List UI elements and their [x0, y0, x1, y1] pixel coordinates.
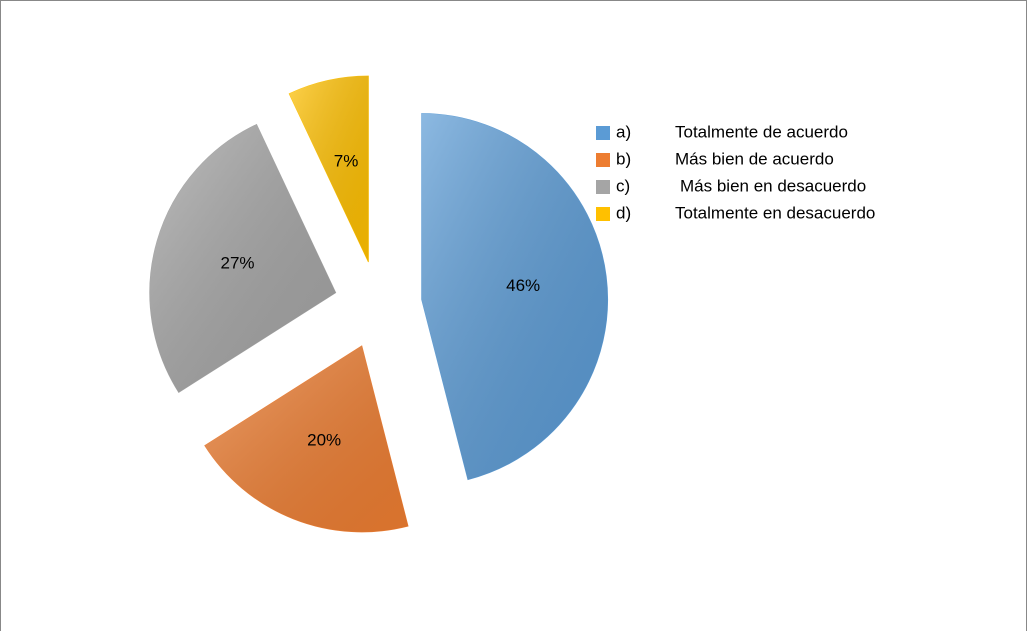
slice-shade	[289, 76, 369, 263]
legend-letter: b)	[616, 149, 631, 168]
legend-swatch	[596, 153, 610, 167]
slice-shade	[204, 345, 409, 532]
legend-swatch	[596, 207, 610, 221]
slice-shade	[149, 124, 336, 393]
value-label: 46%	[506, 276, 540, 295]
value-label: 20%	[307, 431, 341, 450]
legend-letter: d)	[616, 203, 631, 222]
value-label: 27%	[220, 254, 254, 273]
legend-label: Totalmente en desacuerdo	[675, 203, 875, 222]
legend-letter: c)	[616, 176, 630, 195]
legend-swatch	[596, 126, 610, 140]
legend-letter: a)	[616, 122, 631, 141]
legend-label: Más bien de acuerdo	[675, 149, 834, 168]
legend-swatch	[596, 180, 610, 194]
slice-shade	[421, 113, 608, 480]
value-label: 7%	[334, 152, 359, 171]
legend-label: Totalmente de acuerdo	[675, 122, 848, 141]
legend-label: Más bien en desacuerdo	[680, 176, 866, 195]
